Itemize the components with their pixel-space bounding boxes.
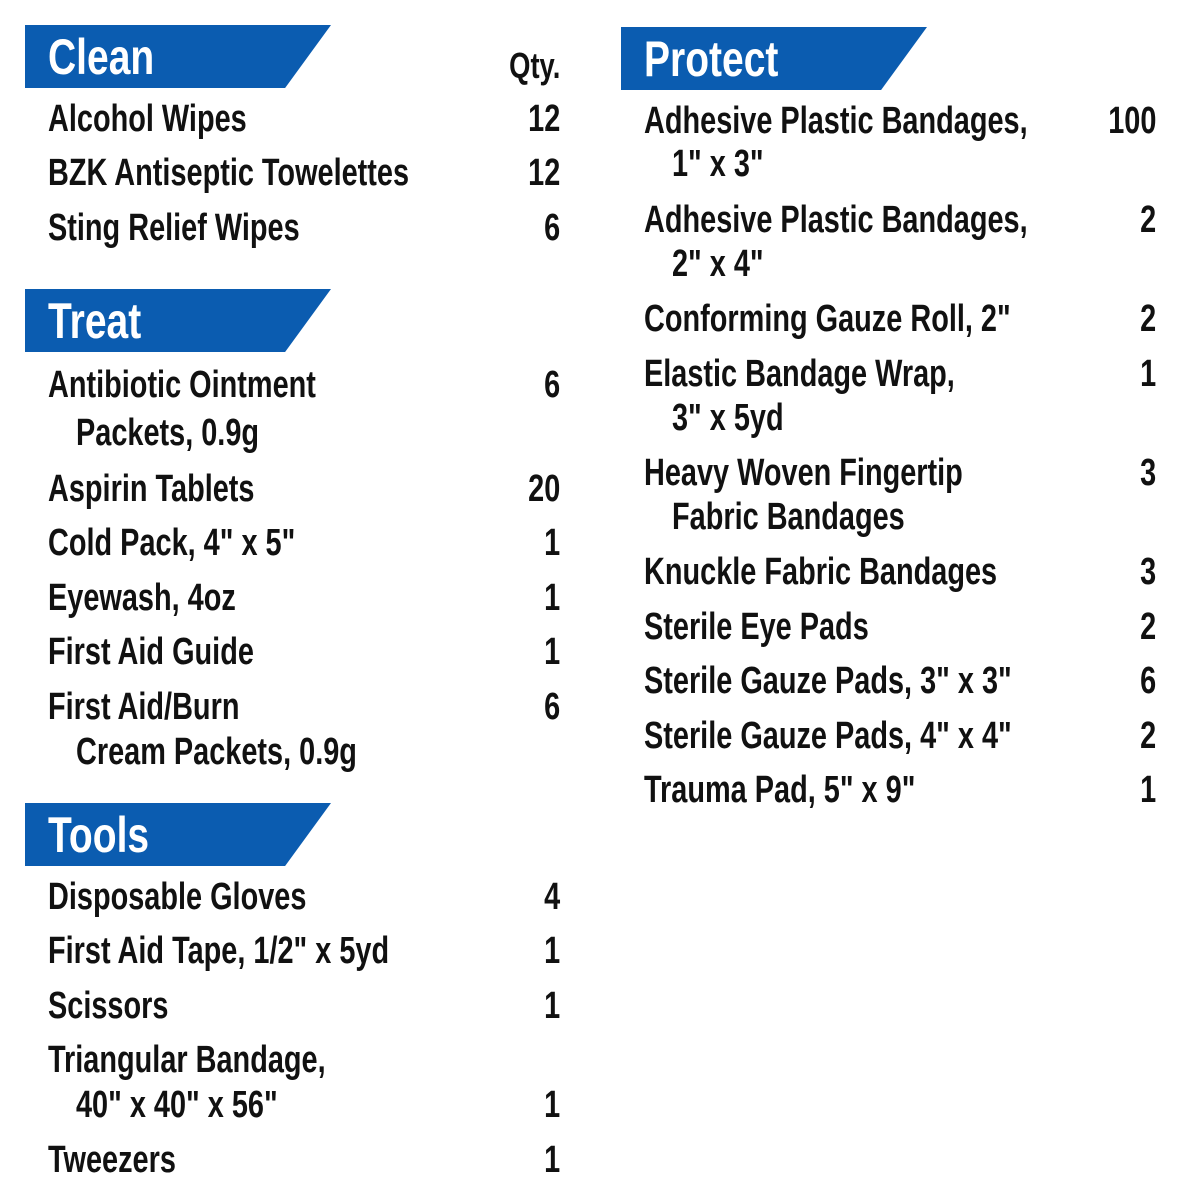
item-qty: 12 [527, 98, 560, 140]
item-name: Heavy Woven Fingertip [644, 452, 963, 494]
section-header-treat: Treat [25, 289, 331, 352]
item-name: Sterile Gauze Pads, 4" x 4" [644, 715, 1012, 757]
item-name: Scissors [48, 985, 169, 1027]
item-qty: 1 [1139, 353, 1156, 395]
section-title: Tools [48, 807, 150, 863]
section-header-protect: Protect [621, 27, 927, 90]
item-name: 3" x 5yd [672, 397, 784, 439]
item-name: 1" x 3" [672, 143, 764, 185]
item-name: 2" x 4" [672, 243, 764, 285]
item-name: Antibiotic Ointment [48, 364, 316, 406]
section-header-clean: Clean [25, 25, 331, 88]
item-qty: 1 [543, 1139, 560, 1181]
item-qty: 1 [543, 577, 560, 619]
item-name: Eyewash, 4oz [48, 577, 236, 619]
section-title: Clean [48, 29, 155, 85]
item-name: Fabric Bandages [672, 496, 905, 538]
section-title: Treat [48, 293, 142, 349]
item-name: Aspirin Tablets [48, 468, 255, 510]
item-name: First Aid Tape, 1/2" x 5yd [48, 930, 390, 972]
item-qty: 12 [527, 152, 560, 194]
item-qty: 1 [543, 1084, 560, 1126]
item-name: 40" x 40" x 56" [76, 1084, 278, 1126]
item-name: Adhesive Plastic Bandages, [644, 199, 1028, 241]
item-qty: 6 [1139, 660, 1156, 702]
item-name: Tweezers [48, 1139, 176, 1181]
item-name: Trauma Pad, 5" x 9" [644, 769, 916, 811]
item-qty: 20 [527, 468, 560, 510]
item-qty: 100 [1107, 100, 1156, 142]
section-title: Protect [644, 31, 779, 87]
item-name: Packets, 0.9g [76, 412, 260, 454]
item-name: Disposable Gloves [48, 876, 307, 918]
item-name: Sting Relief Wipes [48, 207, 300, 249]
item-name: Cream Packets, 0.9g [76, 731, 357, 773]
item-qty: 3 [1139, 551, 1156, 593]
item-name: Cold Pack, 4" x 5" [48, 522, 296, 564]
item-name: Alcohol Wipes [48, 98, 247, 140]
item-name: Knuckle Fabric Bandages [644, 551, 998, 593]
item-qty: 2 [1139, 715, 1156, 757]
item-qty: 4 [543, 876, 560, 918]
section-header-tools: Tools [25, 803, 331, 866]
item-qty: 6 [543, 364, 560, 406]
item-name: First Aid Guide [48, 631, 254, 673]
item-qty: 6 [543, 686, 560, 728]
item-name: Sterile Eye Pads [644, 606, 869, 648]
item-qty: 3 [1139, 452, 1156, 494]
item-name: BZK Antiseptic Towelettes [48, 152, 410, 194]
item-name: Sterile Gauze Pads, 3" x 3" [644, 660, 1012, 702]
item-name: Adhesive Plastic Bandages, [644, 100, 1028, 142]
item-qty: 1 [543, 930, 560, 972]
item-qty: 6 [543, 207, 560, 249]
item-name: Conforming Gauze Roll, 2" [644, 298, 1011, 340]
item-qty: 1 [1139, 769, 1156, 811]
item-name: First Aid/Burn [48, 686, 240, 728]
item-qty: 1 [543, 631, 560, 673]
item-qty: 1 [543, 522, 560, 564]
item-qty: 1 [543, 985, 560, 1027]
qty-column-header: Qty. [508, 45, 560, 86]
item-name: Elastic Bandage Wrap, [644, 353, 955, 395]
item-qty: 2 [1139, 606, 1156, 648]
item-name: Triangular Bandage, [48, 1039, 326, 1081]
item-qty: 2 [1139, 298, 1156, 340]
item-qty: 2 [1139, 199, 1156, 241]
